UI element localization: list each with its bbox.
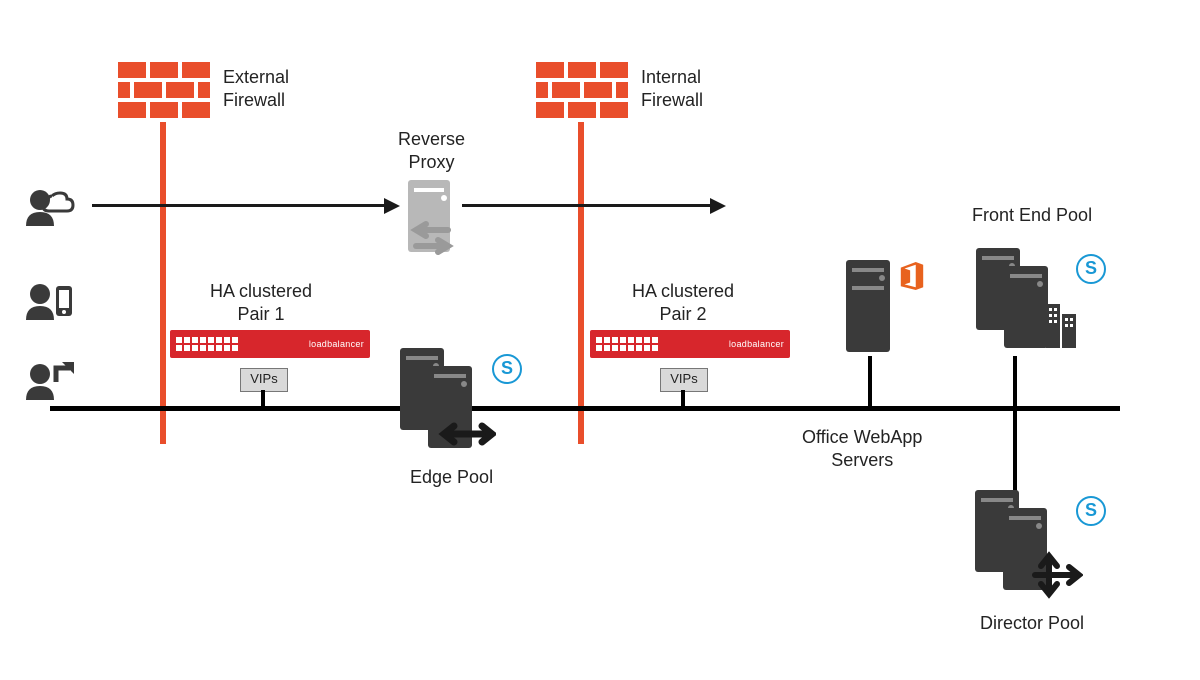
office-webapp-server-icon: [840, 260, 896, 356]
director-pool-label: Director Pool: [980, 612, 1084, 635]
ha-pair-1-label: HA clustered Pair 1: [210, 280, 312, 325]
user-mobile-icon: [22, 280, 76, 324]
skype-icon-frontend: S: [1076, 254, 1106, 284]
vips-1-box: VIPs: [240, 368, 288, 392]
user-external-icon: [22, 360, 76, 404]
internal-firewall-icon: [536, 62, 628, 122]
frontend-pool-server-icon: [976, 248, 1084, 358]
edge-pool-label: Edge Pool: [410, 466, 493, 489]
main-network-wire: [50, 406, 1120, 411]
frontend-drop: [1013, 356, 1017, 496]
lb-brand-2: loadbalancer: [729, 339, 784, 349]
skype-icon-director: S: [1076, 496, 1106, 526]
reverse-proxy-icon: [402, 180, 456, 266]
arrow-2-line: [462, 204, 714, 207]
arrow-2-head-icon: [710, 198, 726, 214]
edge-pool-server-icon: [400, 348, 496, 456]
lb-brand-1: loadbalancer: [309, 339, 364, 349]
external-firewall-icon: [118, 62, 210, 122]
external-firewall-line: [160, 122, 166, 444]
internal-firewall-line: [578, 122, 584, 444]
ha-pair-2-label: HA clustered Pair 2: [632, 280, 734, 325]
arrow-1-head-icon: [384, 198, 400, 214]
vips-2-box: VIPs: [660, 368, 708, 392]
office-webapp-label: Office WebApp Servers: [802, 426, 922, 471]
frontend-pool-label: Front End Pool: [972, 204, 1092, 227]
network-diagram: External Firewall Internal Firewall Reve…: [0, 0, 1200, 680]
skype-icon-edge: S: [492, 354, 522, 384]
arrow-1-line: [92, 204, 388, 207]
webapp-drop: [868, 356, 872, 408]
internal-firewall-label: Internal Firewall: [641, 66, 703, 111]
loadbalancer-appliance-2-icon: loadbalancer: [590, 330, 790, 358]
reverse-proxy-label: Reverse Proxy: [398, 128, 465, 173]
director-pool-server-icon: [975, 490, 1083, 602]
user-cloud-icon: [22, 186, 76, 230]
external-firewall-label: External Firewall: [223, 66, 289, 111]
office-icon: [898, 262, 926, 290]
loadbalancer-appliance-1-icon: loadbalancer: [170, 330, 370, 358]
